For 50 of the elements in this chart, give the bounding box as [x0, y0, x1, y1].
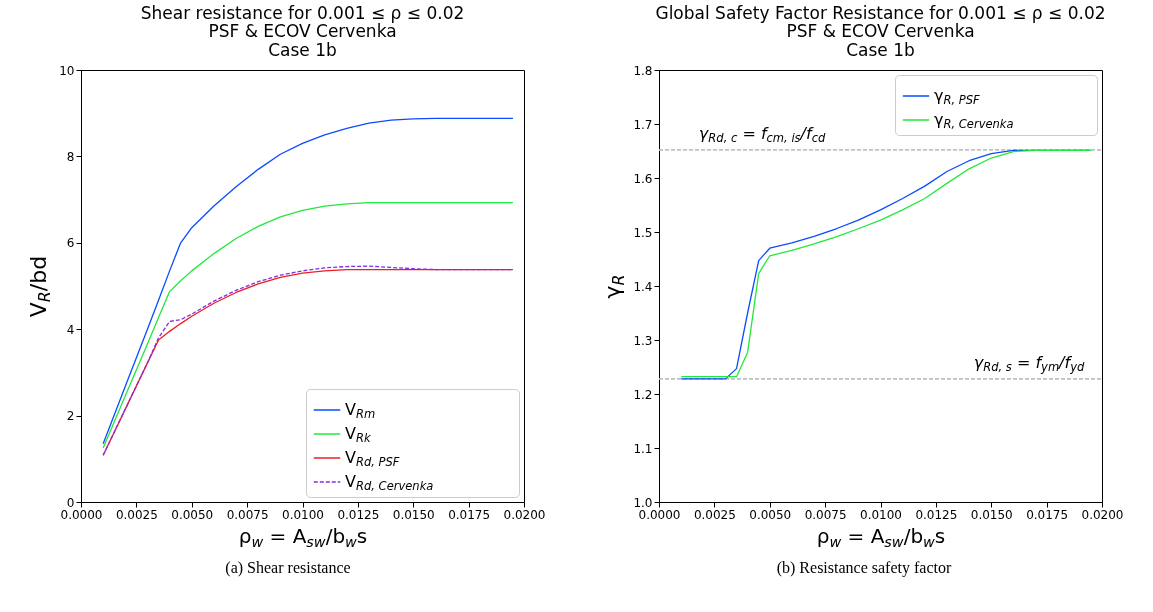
- chart-title: Global Safety Factor Resistance for 0.001 ≤ ρ ≤ 0.02: [654, 3, 1106, 23]
- y-tick-label: 1.0: [632, 495, 652, 510]
- x-tick-label: 0.0075: [804, 507, 847, 522]
- y-tick-label: 0: [66, 495, 74, 510]
- legend-label: γ$_{R, Cervenka}$: [933, 110, 1014, 131]
- x-tick-label: 0.0125: [914, 507, 957, 522]
- y-tick-label: 8: [66, 149, 74, 164]
- x-tick-label: 0.0175: [1025, 507, 1068, 522]
- line-series: [102, 117, 514, 445]
- legend-label: V$_{Rk}$: [344, 424, 372, 445]
- x-tick-label: 0.0150: [970, 507, 1013, 522]
- y-tick-label: 2: [66, 409, 74, 424]
- text: (a) Shear resistance: [225, 559, 351, 577]
- y-tick-label: 1.7: [632, 117, 652, 132]
- x-tick-label: 0.0075: [226, 507, 269, 522]
- y-tick-label: 1.2: [632, 387, 652, 402]
- x-tick-label: 0.0150: [392, 507, 435, 522]
- legend-label: V$_{Rd, Cervenka}$: [344, 472, 433, 493]
- y-tick-label: 4: [66, 322, 74, 337]
- y-tick-label: 1.3: [632, 333, 652, 348]
- x-axis-title: ρ$_{w}$ = A$_{sw}$/b$_{w}$s: [816, 523, 945, 549]
- y-tick-label: 1.1: [632, 441, 652, 456]
- y-tick-label: 1.4: [632, 279, 652, 294]
- legend-label: V$_{Rm}$: [344, 400, 375, 421]
- legend-label: V$_{Rd, PSF}$: [344, 448, 400, 469]
- y-tick-label: 10: [58, 63, 74, 78]
- x-tick-label: 0.0050: [170, 507, 213, 522]
- y-tick-label: 1.5: [632, 225, 652, 240]
- y-tick-label: 6: [66, 236, 74, 251]
- text: (b) Resistance safety factor: [776, 559, 952, 577]
- x-tick-label: 0.0025: [115, 507, 158, 522]
- x-tick-label: 0.0200: [503, 507, 545, 522]
- x-tick-label: 0.0125: [336, 507, 379, 522]
- x-tick-label: 0.0200: [1081, 507, 1123, 522]
- x-tick-label: 0.0050: [748, 507, 791, 522]
- ref-line-label: γ$_{Rd, c}$ = f$_{cm, is}$/f$_{cd}$: [698, 123, 826, 145]
- line-series: [102, 201, 514, 449]
- x-axis-title: ρ$_{w}$ = A$_{sw}$/b$_{w}$s: [238, 523, 367, 549]
- y-tick-label: 1.8: [632, 63, 652, 78]
- x-tick-label: 0.0025: [693, 507, 736, 522]
- chart-subtitle: PSF & ECOV Cervenka Case 1b: [785, 21, 975, 60]
- y-tick-label: 1.6: [632, 171, 652, 186]
- x-tick-label: 0.0175: [447, 507, 490, 522]
- chart-title: Shear resistance for 0.001 ≤ ρ ≤ 0.02: [140, 3, 464, 23]
- x-tick-label: 0.0000: [60, 507, 102, 522]
- x-tick-label: 0.0100: [859, 507, 902, 522]
- ref-line-label: γ$_{Rd, s}$ = f$_{ym}$/f$_{yd}$: [973, 352, 1085, 374]
- x-tick-label: 0.0100: [281, 507, 324, 522]
- x-tick-label: 0.0000: [638, 507, 680, 522]
- legend-label: γ$_{R, PSF}$: [933, 86, 980, 107]
